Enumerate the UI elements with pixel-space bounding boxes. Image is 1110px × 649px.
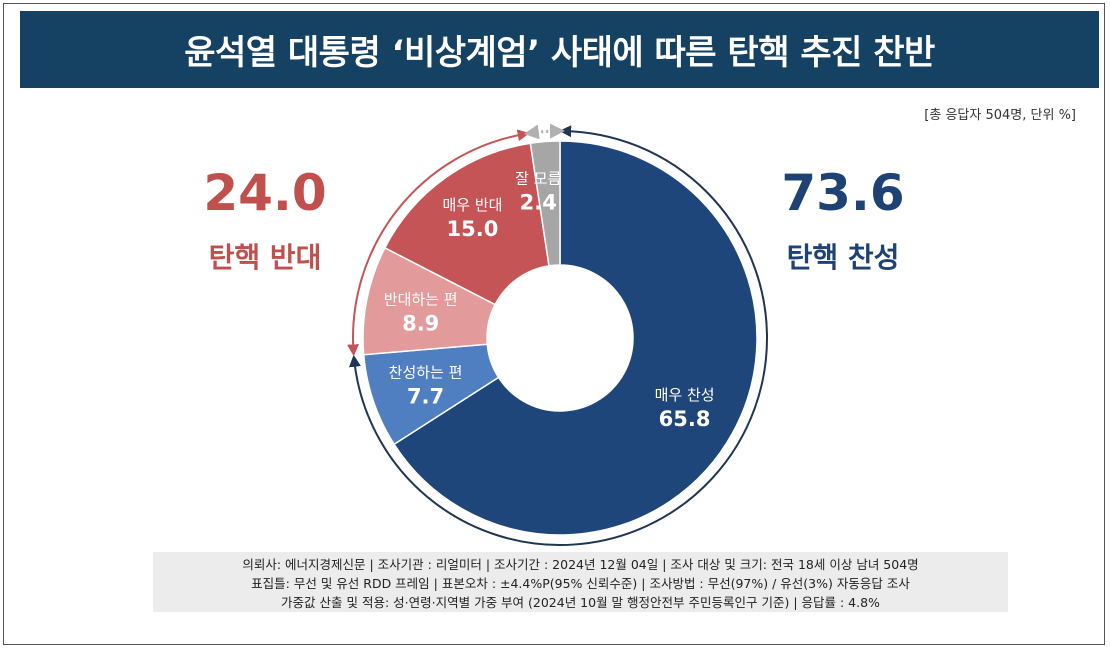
- slice-label: 반대하는 편: [384, 290, 458, 308]
- slice-value: 7.7: [407, 385, 444, 409]
- respondent-note: [총 응답자 504명, 단위 %]: [924, 108, 1076, 123]
- slice-strong-support: [393, 140, 758, 536]
- slice-label: 매우 찬성: [655, 386, 715, 404]
- unknown-bracket: [523, 123, 566, 140]
- support-bracket: [348, 125, 768, 546]
- support-summary: 73.6 탄핵 찬성: [748, 168, 938, 276]
- slice-value: 8.9: [402, 311, 439, 335]
- support-label: 탄핵 찬성: [786, 241, 900, 274]
- footer-line-1: 의뢰사: 에너지경제신문 | 조사기관 : 리얼미터 | 조사기간 : 2024…: [242, 557, 919, 572]
- slice-value: 2.4: [520, 191, 557, 215]
- oppose-label: 탄핵 반대: [208, 241, 322, 274]
- slice-label: 매우 반대: [442, 196, 502, 214]
- chart-frame: [3, 3, 1105, 645]
- oppose-bracket: [347, 129, 530, 357]
- slice-label: 잘 모름: [515, 170, 561, 188]
- oppose-total: 24.0: [203, 164, 327, 222]
- support-total: 73.6: [781, 164, 905, 222]
- chart-title: 윤석열 대통령 ‘비상계엄’ 사태에 따른 탄핵 추진 찬반: [184, 33, 935, 73]
- slice-value: 15.0: [447, 217, 499, 241]
- oppose-summary: 24.0 탄핵 반대: [170, 168, 360, 276]
- slice-value: 65.8: [659, 407, 711, 431]
- footer-line-2: 표집틀: 무선 및 유선 RDD 프레임 | 표본오차 : ±4.4%P(95%…: [251, 576, 910, 591]
- slice-label: 찬성하는 편: [389, 364, 463, 382]
- methodology-footer: 의뢰사: 에너지경제신문 | 조사기관 : 리얼미터 | 조사기간 : 2024…: [153, 552, 1008, 612]
- title-bar: 윤석열 대통령 ‘비상계엄’ 사태에 따른 탄핵 추진 찬반: [20, 11, 1099, 88]
- footer-line-3: 가중값 산출 및 적용: 성·연령·지역별 가중 부여 (2024년 10월 말…: [281, 595, 880, 610]
